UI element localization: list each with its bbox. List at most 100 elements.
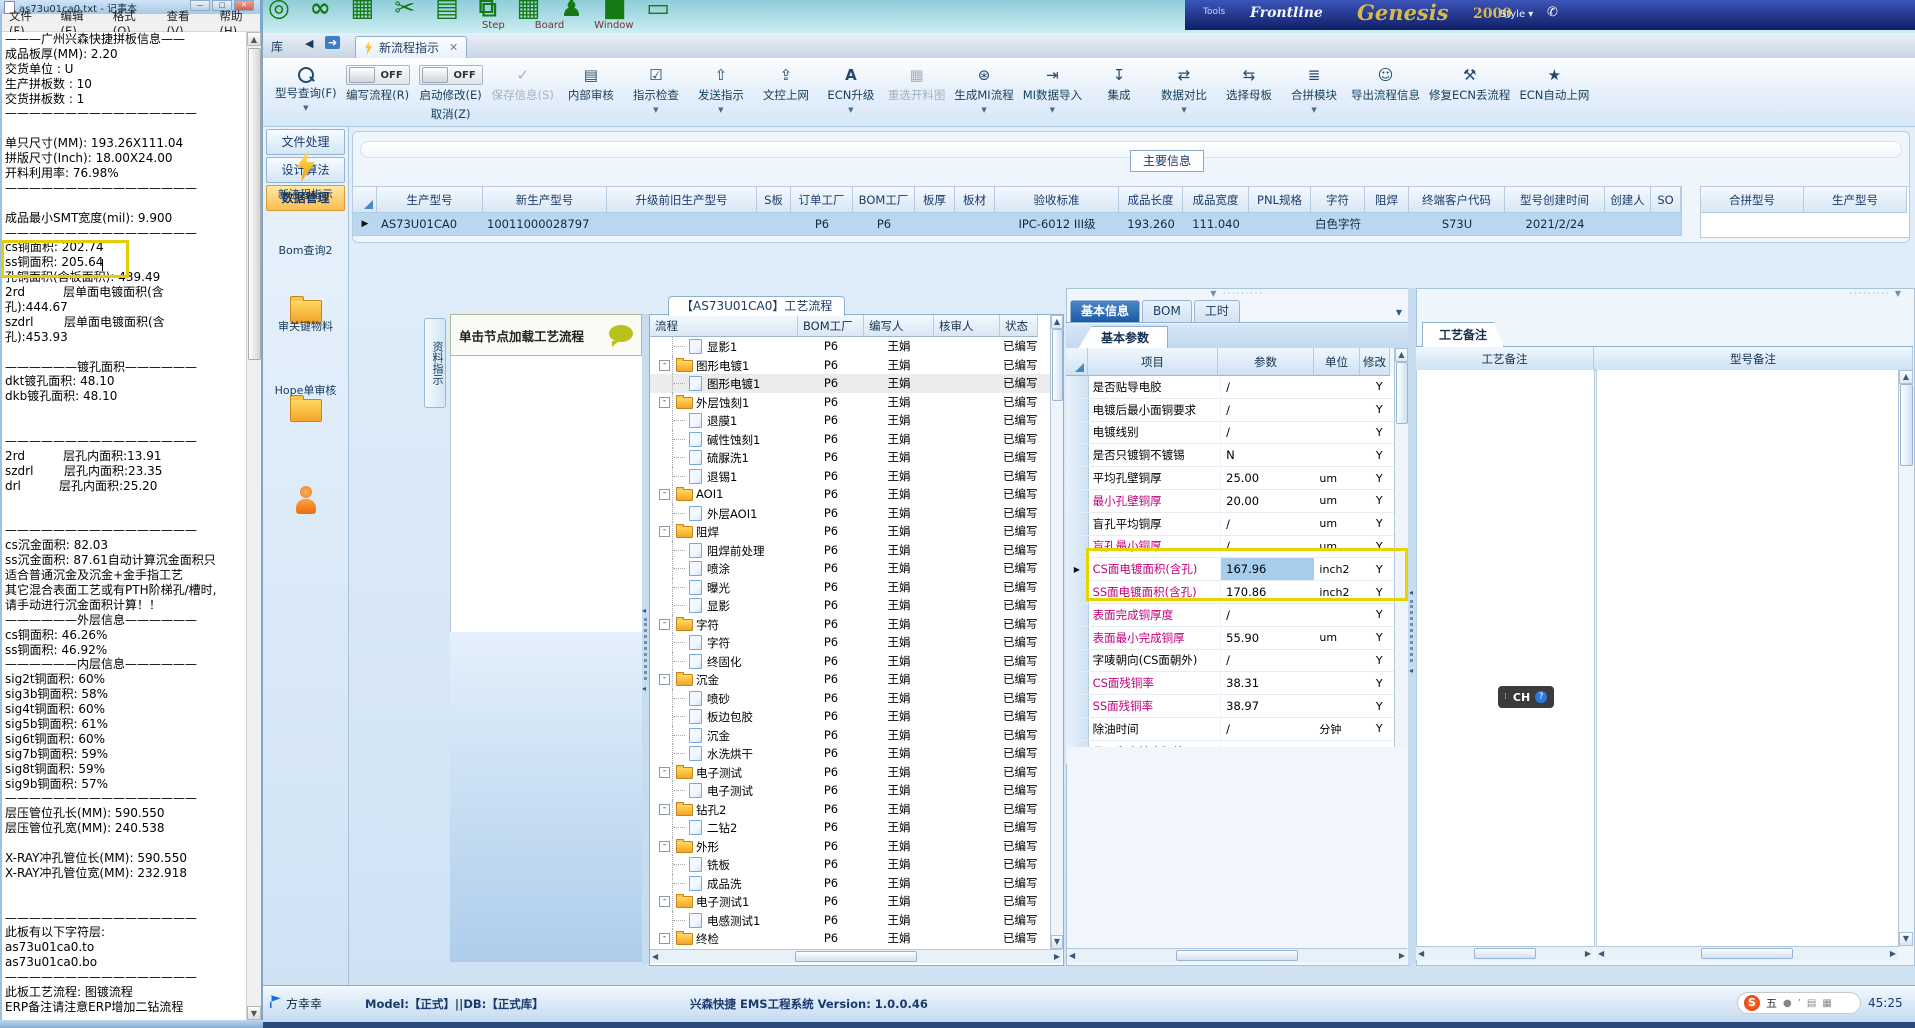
send-instruction-button[interactable]: ⇧ 发送指示 ▼ [693, 65, 749, 114]
minimize-button[interactable]: — [190, 0, 210, 11]
reselect-cut-map-button[interactable]: ▦ 重选开料图 [888, 65, 946, 114]
flow-node-step[interactable]: 水洗烘干 P6 王娟 已编写 [650, 744, 1050, 763]
product-row[interactable]: ▶ AS73U01CA0 10011000028797 P6 P6 IPC-6012 II… [353, 213, 1681, 235]
flow-node-step[interactable]: 板边包胶 P6 王娟 已编写 [650, 707, 1050, 726]
ime-punct-icon[interactable]: ’ [1797, 997, 1801, 1009]
mi-data-import-button[interactable]: ⇥ MI数据导入 ▼ [1023, 65, 1082, 114]
close-button[interactable]: ✕ [234, 0, 254, 11]
chevron-down-icon[interactable]: ▼ [303, 104, 309, 112]
param-value-cell[interactable]: / [1220, 512, 1314, 535]
param-row[interactable]: 盲孔平均铜厚 / um Y [1066, 512, 1394, 536]
flow-node-step[interactable]: 终固化 P6 王娟 已编写 [650, 651, 1050, 670]
param-row-selector[interactable] [1066, 512, 1089, 535]
param-row-selector[interactable] [1066, 695, 1089, 717]
toggle-switch-icon[interactable]: OFF [345, 65, 410, 85]
param-value-cell[interactable]: / [1220, 535, 1314, 558]
param-row[interactable]: 表面最小完成铜厚 55.90 um Y [1066, 626, 1394, 650]
flow-node-step[interactable]: 退膜1 P6 王娟 已编写 [650, 411, 1050, 430]
param-value-cell[interactable]: 38.31 [1220, 672, 1314, 695]
collapse-icon[interactable]: - [659, 933, 670, 944]
doc-control-upload-button[interactable]: ⇪ 文控上网 [758, 65, 814, 114]
chevron-down-icon[interactable]: ▼ [1395, 308, 1402, 317]
flow-node-step[interactable]: 碱性蚀刻1 P6 王娟 已编写 [650, 429, 1050, 448]
process-notes-area[interactable] [1416, 370, 1595, 947]
param-row[interactable]: SS面残铜率 38.97 Y [1066, 695, 1394, 718]
collapse-icon[interactable]: - [659, 526, 670, 537]
ime-logo-icon[interactable]: S [1744, 995, 1760, 1011]
param-value-cell[interactable]: N [1220, 444, 1314, 467]
model-search-button[interactable]: 型号查询(F) ▼ [275, 65, 337, 112]
param-value-cell[interactable]: 170.86 [1220, 581, 1314, 603]
flow-node-step[interactable]: 铣板 P6 王娟 已编写 [650, 855, 1050, 874]
collapse-icon[interactable]: - [659, 803, 670, 815]
flow-node-group[interactable]: - 电子测试 P6 王娟 已编写 [650, 762, 1050, 781]
collapse-icon[interactable]: - [659, 766, 670, 778]
instruction-check-button[interactable]: ☑ 指示检查 ▼ [628, 65, 684, 114]
nav-forward-icon[interactable]: ➜ [325, 36, 341, 49]
flow-node-group[interactable]: - 外形 P6 王娟 已编写 [650, 836, 1050, 855]
collapse-icon[interactable]: - [659, 396, 670, 408]
param-row-selector[interactable] [1066, 489, 1089, 512]
flow-node-step[interactable]: 曝光 P6 王娟 已编写 [650, 577, 1050, 596]
param-row[interactable]: 最小孔壁铜厚 20.00 um Y [1066, 489, 1394, 513]
collapse-icon[interactable]: - [659, 840, 670, 852]
notepad-scrollbar[interactable]: ▲ ▼ [246, 32, 261, 1020]
param-row-selector[interactable] [1066, 626, 1089, 649]
sidebar-tool-bom-query2[interactable]: Bom查询2 [263, 213, 348, 323]
param-row[interactable]: 除油时间 / 分钟 Y [1066, 717, 1394, 741]
param-row[interactable]: ▶ CS面电镀面积(含孔) 167.96 inch2 Y [1066, 558, 1394, 582]
collapse-icon[interactable]: - [659, 489, 670, 500]
ime-mode-label[interactable]: 五 [1766, 997, 1777, 1010]
param-row-selector[interactable] [1066, 535, 1089, 558]
save-info-button[interactable]: ✓ 保存信息(S) [492, 65, 554, 114]
chevron-down-icon[interactable]: ▼ [1049, 106, 1056, 114]
genesis-menu-item[interactable]: Step [482, 20, 505, 31]
notes-left-hscrollbar[interactable]: ◀ ▶ [1416, 946, 1593, 960]
chevron-down-icon[interactable]: ▼ [718, 106, 724, 114]
genesis-menu-item[interactable]: Board [534, 20, 565, 31]
chevron-down-icon[interactable]: ▼ [1311, 106, 1317, 114]
model-notes-area[interactable] [1596, 370, 1900, 947]
merge-module-button[interactable]: ≣ 合拼模块 ▼ [1286, 65, 1342, 114]
param-row[interactable]: CS面残铜率 38.31 Y [1066, 672, 1394, 696]
flow-node-group[interactable]: - 图形电镀1 P6 王娟 已编写 [650, 355, 1050, 374]
param-value-cell[interactable]: 38.97 [1220, 695, 1314, 717]
param-row-selector[interactable] [1066, 672, 1089, 695]
export-flow-info-button[interactable]: ☺ 导出流程信息 [1351, 65, 1420, 114]
flow-node-group[interactable]: - 钻孔2 P6 王娟 已编写 [650, 799, 1050, 818]
tab-new-flow-instruction[interactable]: 新流程指示 ✕ [355, 36, 468, 58]
splitter-left[interactable]: ◂ ◂ [642, 314, 649, 964]
help-icon[interactable]: ? [1535, 691, 1548, 703]
flow-node-group[interactable]: - AOI1 P6 王娟 已编写 [650, 485, 1050, 504]
param-row-selector[interactable] [1066, 649, 1089, 672]
tab-工时[interactable]: 工时 [1193, 300, 1240, 322]
select-mother-board-button[interactable]: ⇆ 选择母板 [1221, 65, 1277, 114]
param-row[interactable]: 是否贴导电胶 / Y [1066, 376, 1394, 399]
param-value-cell[interactable]: 167.96 [1220, 558, 1315, 581]
notes-right-hscrollbar[interactable]: ◀ ▶ [1596, 946, 1898, 960]
close-icon[interactable]: ✕ [449, 41, 459, 54]
ecn-upgrade-button[interactable]: A ECN升级 ▼ [823, 65, 879, 114]
collapse-icon[interactable]: - [659, 674, 670, 685]
param-row-selector[interactable] [1066, 467, 1089, 489]
param-value-cell[interactable]: / [1220, 421, 1314, 444]
flow-node-group[interactable]: - 电子测试1 P6 王娟 已编写 [650, 892, 1050, 911]
flow-node-step[interactable]: 图形电镀1 P6 王娟 已编写 [650, 374, 1050, 393]
params-horizontal-scrollbar[interactable]: ◀ ▶ [1067, 948, 1407, 962]
param-row[interactable]: 表面完成铜厚度 / Y [1066, 603, 1394, 627]
flow-node-step[interactable]: 显影1 P6 王娟 已编写 [650, 337, 1050, 356]
param-row-selector[interactable] [1066, 717, 1089, 740]
param-row[interactable]: 电镀后最小面铜要求 / Y [1066, 398, 1394, 422]
param-row-selector[interactable] [1066, 444, 1089, 467]
param-row[interactable]: 是否只镀铜不镀锡 N Y [1066, 444, 1394, 468]
repair-ecn-flow-button[interactable]: ⚒ 修复ECN丢流程 [1429, 65, 1510, 114]
param-row-selector[interactable] [1066, 376, 1089, 398]
chevron-down-icon[interactable]: ▼ [1181, 106, 1187, 114]
ecn-auto-upload-button[interactable]: ★ ECN自动上网 [1519, 65, 1589, 114]
flow-node-step[interactable]: 外层AOI1 P6 王娟 已编写 [650, 503, 1050, 522]
collapse-icon[interactable]: - [659, 618, 670, 630]
notes-drag-strip[interactable]: ········· ▼ [1849, 289, 1903, 298]
param-row-selector[interactable] [1066, 421, 1089, 444]
param-value-cell[interactable]: / [1220, 649, 1314, 672]
flow-node-panel[interactable] [450, 356, 644, 633]
